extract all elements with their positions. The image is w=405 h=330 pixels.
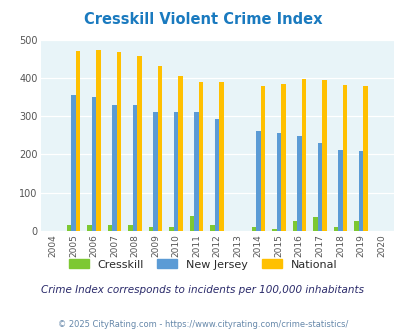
Bar (358, 151, 362, 231)
Bar (169, 227, 173, 231)
Bar (87, 225, 92, 231)
Bar (219, 82, 224, 231)
Bar (117, 52, 121, 231)
Bar (190, 216, 194, 231)
Bar (292, 221, 296, 231)
Bar (128, 225, 132, 231)
Bar (280, 84, 285, 231)
Bar (342, 85, 346, 231)
Bar (276, 133, 280, 231)
Bar (132, 105, 137, 231)
Bar (198, 82, 203, 231)
Bar (256, 131, 260, 231)
Bar (301, 79, 305, 231)
Bar (158, 66, 162, 231)
Bar (194, 112, 198, 231)
Legend: Cresskill, New Jersey, National: Cresskill, New Jersey, National (64, 255, 341, 274)
Bar (362, 85, 367, 231)
Bar (337, 150, 342, 231)
Bar (92, 97, 96, 231)
Bar (321, 80, 326, 231)
Bar (260, 86, 264, 231)
Bar (153, 112, 158, 231)
Bar (296, 136, 301, 231)
Bar (71, 95, 75, 231)
Bar (353, 221, 358, 231)
Bar (312, 217, 317, 231)
Bar (251, 227, 256, 231)
Text: © 2025 CityRating.com - https://www.cityrating.com/crime-statistics/: © 2025 CityRating.com - https://www.city… (58, 320, 347, 329)
Bar (66, 225, 71, 231)
Text: Cresskill Violent Crime Index: Cresskill Violent Crime Index (83, 12, 322, 26)
Bar (149, 227, 153, 231)
Bar (210, 225, 214, 231)
Bar (112, 105, 117, 231)
Bar (271, 229, 276, 231)
Bar (107, 225, 112, 231)
Bar (317, 143, 321, 231)
Bar (178, 76, 183, 231)
Bar (96, 50, 100, 231)
Bar (333, 227, 337, 231)
Bar (214, 119, 219, 231)
Text: Crime Index corresponds to incidents per 100,000 inhabitants: Crime Index corresponds to incidents per… (41, 285, 364, 295)
Bar (173, 112, 178, 231)
Bar (75, 51, 80, 231)
Bar (137, 56, 141, 231)
